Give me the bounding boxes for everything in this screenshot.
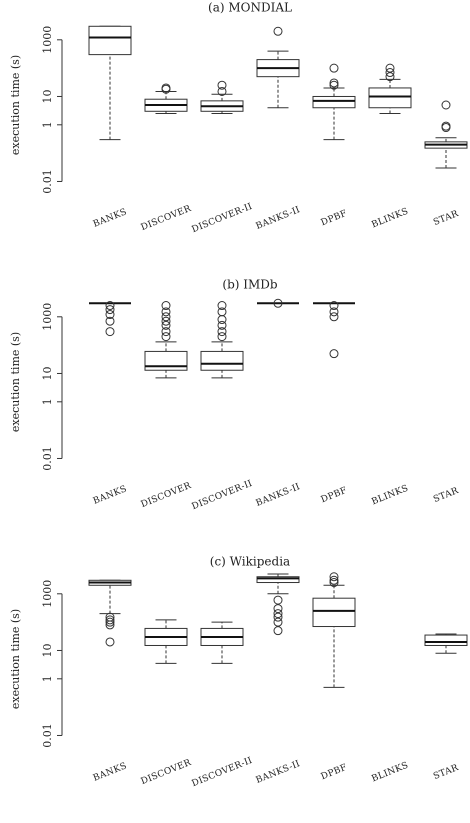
x-tick-label: DISCOVER bbox=[140, 204, 193, 233]
outlier bbox=[105, 327, 115, 337]
outlier bbox=[273, 595, 283, 605]
chart-title: (a) MONDIAL bbox=[208, 1, 292, 15]
x-tick-label: STAR bbox=[432, 209, 460, 228]
outlier bbox=[273, 26, 283, 36]
box bbox=[144, 350, 188, 371]
outlier bbox=[161, 312, 171, 322]
outlier bbox=[161, 327, 171, 337]
outlier bbox=[217, 307, 227, 317]
outlier bbox=[273, 626, 283, 636]
outlier bbox=[217, 80, 227, 90]
y-tick-label: 1 bbox=[41, 675, 54, 682]
x-tick-label: BANKS bbox=[92, 761, 129, 784]
x-tick-label: DISCOVER-II bbox=[190, 479, 254, 512]
outlier bbox=[105, 617, 115, 627]
outlier bbox=[329, 575, 339, 585]
outlier bbox=[161, 320, 171, 330]
outlier bbox=[161, 316, 171, 326]
outlier bbox=[385, 68, 395, 78]
outlier bbox=[329, 349, 339, 359]
y-axis-label: execution time (s) bbox=[9, 609, 22, 709]
x-tick-label: STAR bbox=[432, 486, 460, 505]
y-tick-label: 1 bbox=[41, 398, 54, 405]
outlier bbox=[441, 121, 451, 131]
x-tick-label: BLINKS bbox=[370, 761, 410, 785]
outlier bbox=[273, 617, 283, 627]
x-tick-label: DISCOVER bbox=[140, 481, 193, 510]
y-tick-label: 10 bbox=[41, 89, 54, 103]
x-tick-label: BLINKS bbox=[370, 484, 410, 508]
box bbox=[312, 597, 356, 628]
x-tick-label: STAR bbox=[432, 763, 460, 782]
x-tick-label: BLINKS bbox=[370, 207, 410, 231]
outlier bbox=[217, 86, 227, 96]
outlier bbox=[105, 316, 115, 326]
x-tick-label: BANKS bbox=[92, 484, 129, 507]
box bbox=[312, 95, 356, 109]
box bbox=[424, 634, 468, 646]
y-axis-label: execution time (s) bbox=[9, 55, 22, 155]
outlier bbox=[273, 604, 283, 614]
x-tick-label: DPBF bbox=[320, 209, 349, 229]
y-tick-label: 10 bbox=[41, 366, 54, 380]
outlier bbox=[217, 332, 227, 342]
outlier bbox=[217, 315, 227, 325]
x-tick-label: BANKS-II bbox=[255, 205, 302, 232]
outlier bbox=[273, 298, 283, 308]
y-tick-label: 1000 bbox=[41, 26, 54, 54]
outlier bbox=[161, 332, 171, 342]
outlier bbox=[329, 578, 339, 588]
outlier bbox=[105, 615, 115, 625]
y-tick-label: 0.01 bbox=[41, 446, 54, 471]
outlier bbox=[273, 612, 283, 622]
x-tick-label: BANKS bbox=[92, 207, 129, 230]
outlier bbox=[105, 637, 115, 647]
x-tick-label: DISCOVER-II bbox=[190, 756, 254, 789]
outlier bbox=[217, 327, 227, 337]
outlier bbox=[329, 78, 339, 88]
chart-title: (c) Wikipedia bbox=[210, 555, 290, 569]
outlier bbox=[105, 620, 115, 630]
outlier bbox=[385, 72, 395, 82]
outlier bbox=[329, 307, 339, 317]
outlier bbox=[329, 63, 339, 73]
box bbox=[256, 576, 300, 584]
x-tick-label: DISCOVER-II bbox=[190, 202, 254, 235]
outlier bbox=[273, 609, 283, 619]
y-tick-label: 0.01 bbox=[41, 723, 54, 748]
y-axis-label: execution time (s) bbox=[9, 332, 22, 432]
outlier bbox=[217, 301, 227, 311]
outlier bbox=[329, 80, 339, 90]
outlier bbox=[329, 312, 339, 322]
chart-title: (b) IMDb bbox=[222, 278, 278, 292]
outlier bbox=[105, 305, 115, 315]
outlier bbox=[385, 63, 395, 73]
box bbox=[368, 87, 412, 109]
y-tick-label: 1 bbox=[41, 121, 54, 128]
x-tick-label: DPBF bbox=[320, 763, 349, 783]
y-tick-label: 1000 bbox=[41, 303, 54, 331]
outlier bbox=[441, 100, 451, 110]
box bbox=[200, 350, 244, 371]
x-tick-label: BANKS-II bbox=[255, 482, 302, 509]
outlier bbox=[217, 320, 227, 330]
outlier bbox=[161, 301, 171, 311]
y-tick-label: 0.01 bbox=[41, 169, 54, 194]
outlier bbox=[161, 83, 171, 93]
outlier bbox=[329, 301, 339, 311]
outlier bbox=[161, 307, 171, 317]
y-tick-label: 10 bbox=[41, 643, 54, 657]
x-tick-label: DISCOVER bbox=[140, 758, 193, 787]
outlier bbox=[105, 310, 115, 320]
x-tick-label: DPBF bbox=[320, 486, 349, 506]
box bbox=[88, 25, 132, 56]
x-tick-label: BANKS-II bbox=[255, 759, 302, 786]
outlier bbox=[329, 572, 339, 582]
y-tick-label: 1000 bbox=[41, 580, 54, 608]
outlier bbox=[105, 301, 115, 311]
